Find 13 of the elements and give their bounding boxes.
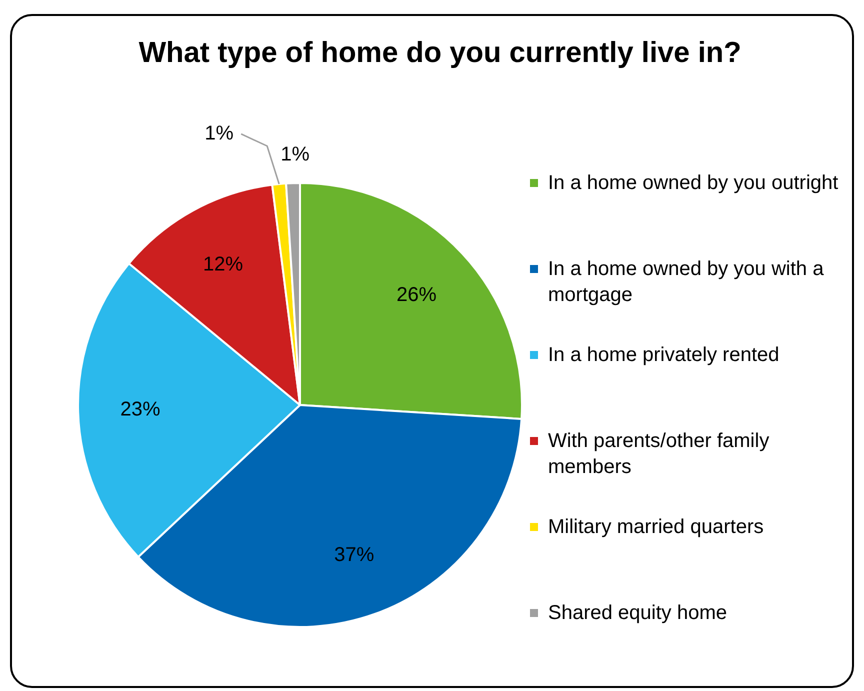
chart-title: What type of home do you currently live in? xyxy=(138,36,742,71)
data-label: 37% xyxy=(334,544,374,566)
legend-label: Military married quarters xyxy=(547,515,765,540)
legend-label: In a home owned by you outright xyxy=(547,171,840,196)
data-label: 1% xyxy=(204,122,234,144)
data-label: 1% xyxy=(280,144,310,166)
legend-label: With parents/other family members xyxy=(547,429,770,480)
data-label: 23% xyxy=(120,398,160,421)
data-label: 26% xyxy=(396,284,437,306)
legend-label: Shared equity home xyxy=(547,601,728,626)
legend-label: In a home privately rented xyxy=(547,343,780,368)
data-label: 12% xyxy=(202,253,244,276)
legend-label: In a home owned by you with a mortgage xyxy=(547,257,825,308)
